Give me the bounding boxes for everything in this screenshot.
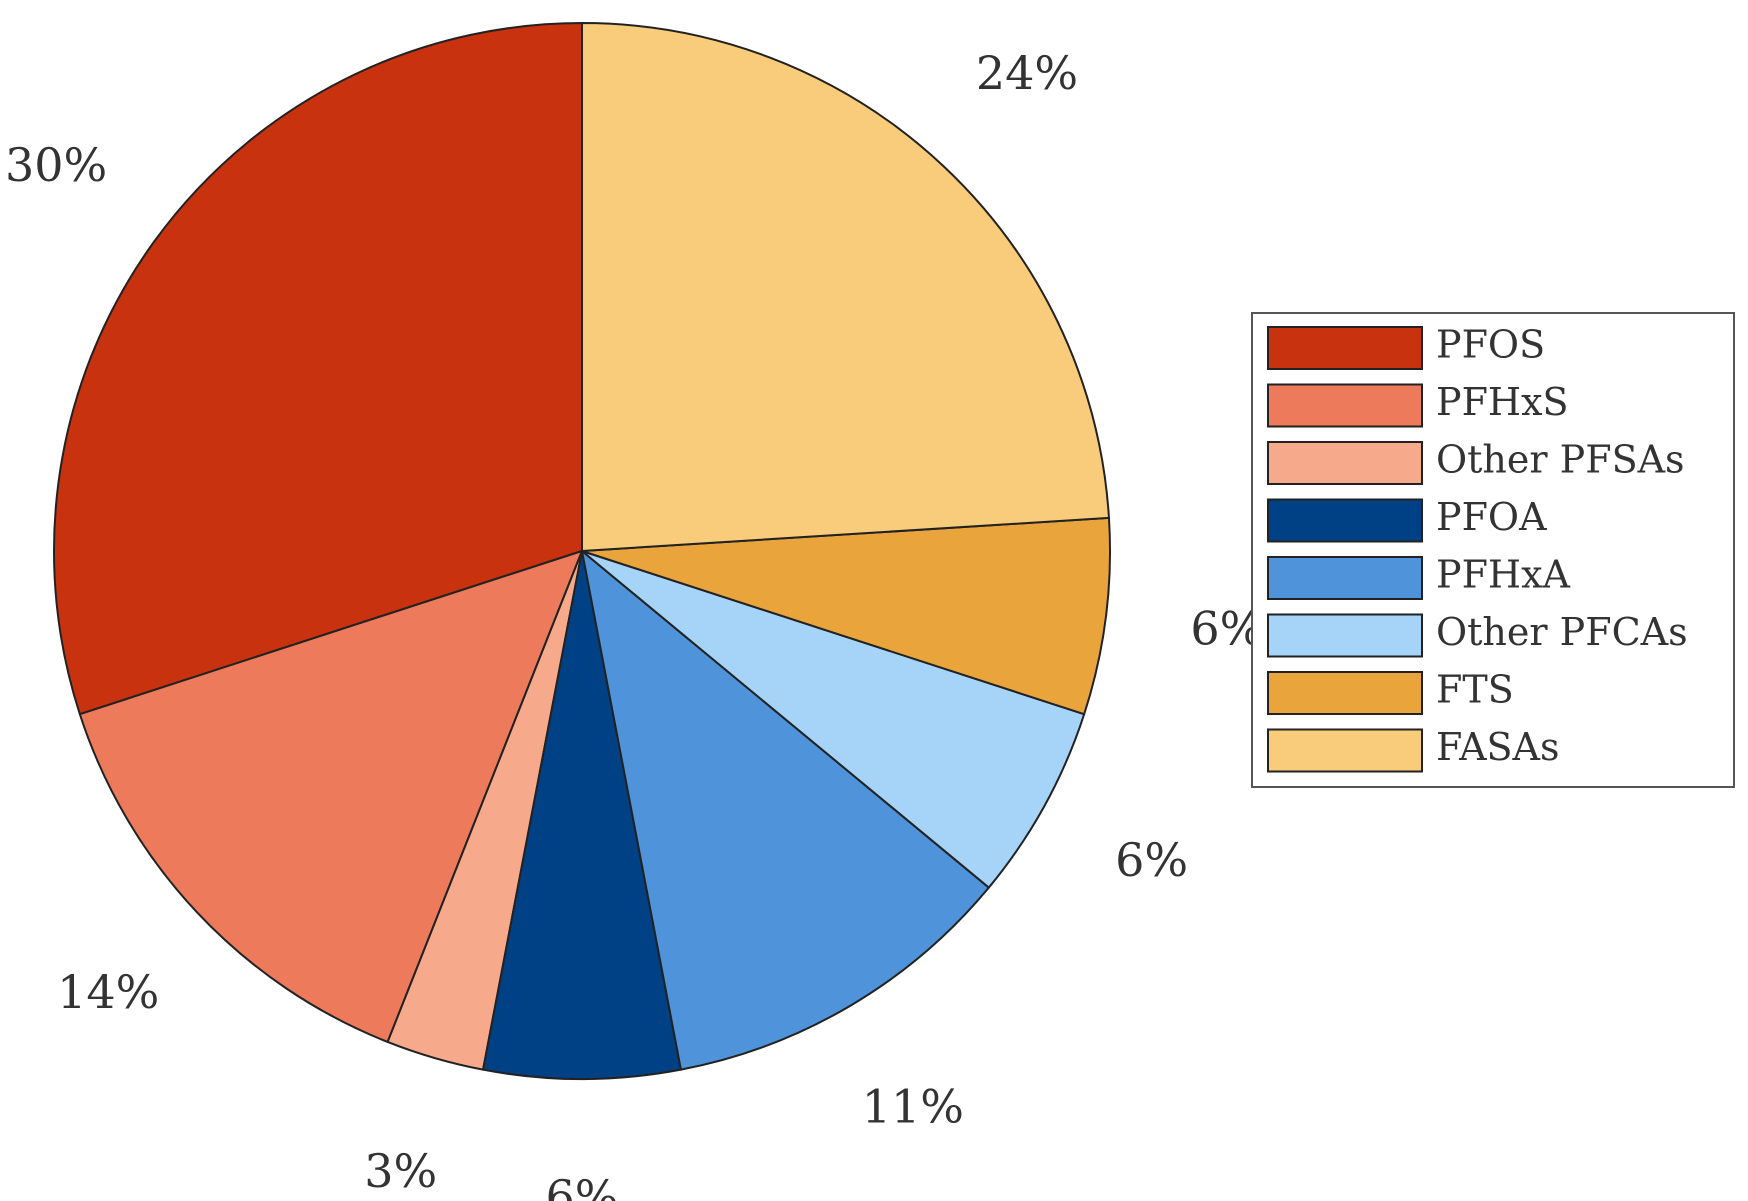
legend-label: PFHxA [1436, 553, 1571, 597]
legend-item-other-pfcas: Other PFCAs [1267, 610, 1688, 658]
legend-swatch [1267, 613, 1423, 658]
pie-slice-fts [581, 516, 1111, 716]
slice-label-pfos: 30% [5, 138, 107, 192]
legend-item-pfoa: PFOA [1267, 495, 1547, 543]
slice-label-pfhxa: 11% [862, 1080, 964, 1134]
legend: PFOS PFHxS Other PFSAs PFOA PFHxA Other PFCAs… [1251, 312, 1735, 788]
legend-item-pfos: PFOS [1267, 323, 1545, 370]
pie-percentage-labels: 30%14%3% 6%11%6%6%24% [5, 46, 1263, 1201]
pie-slice-pfos [53, 22, 583, 716]
legend-item-fts: FTS [1267, 668, 1514, 715]
legend-label: PFOS [1436, 323, 1545, 367]
pie-slice-other-pfcas [581, 550, 1086, 889]
legend-label: FTS [1436, 668, 1514, 712]
legend-label: PFHxS [1436, 380, 1569, 424]
pie-slice-fasas [581, 22, 1110, 552]
legend-swatch [1267, 556, 1423, 600]
legend-swatch [1267, 441, 1423, 485]
legend-label: PFOA [1436, 495, 1547, 539]
legend-swatch [1267, 326, 1423, 370]
slice-label-fasas: 24% [976, 46, 1078, 100]
legend-item-other-pfsas: Other PFSAs [1267, 438, 1685, 485]
legend-label: Other PFCAs [1436, 610, 1688, 654]
legend-swatch [1267, 498, 1423, 543]
legend-item-pfhxa: PFHxA [1267, 553, 1571, 600]
pie-slice-pfoa [482, 550, 682, 1080]
slice-label-pfhxs: 14% [57, 965, 159, 1019]
slice-label-pfoa: 6% [546, 1170, 619, 1201]
pie-slice-pfhxs [78, 550, 583, 1043]
slice-label-other-pfsas: 3% [364, 1144, 437, 1198]
legend-swatch [1267, 728, 1423, 773]
slice-label-other-pfcas: 6% [1115, 833, 1188, 887]
legend-swatch [1267, 671, 1423, 715]
legend-label: Other PFSAs [1436, 438, 1685, 482]
pie-slices [53, 22, 1111, 1080]
legend-item-pfhxs: PFHxS [1267, 380, 1569, 428]
legend-swatch [1267, 383, 1423, 428]
legend-label: FASAs [1436, 725, 1559, 769]
pie-slice-pfhxa [581, 550, 990, 1071]
legend-item-fasas: FASAs [1267, 725, 1559, 773]
